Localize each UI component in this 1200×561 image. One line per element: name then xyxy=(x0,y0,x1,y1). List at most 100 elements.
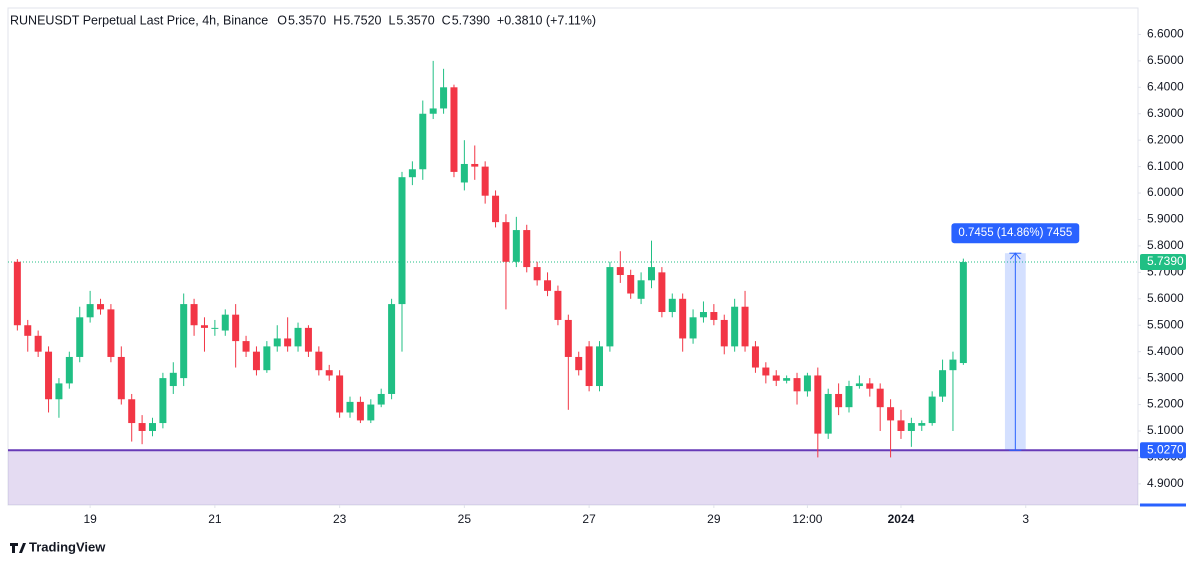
candle-body xyxy=(419,113,427,170)
candle-body xyxy=(939,370,947,397)
candle-body xyxy=(855,383,863,387)
candle-body xyxy=(65,356,73,384)
x-tick-label: 29 xyxy=(707,512,721,526)
field-value: 5.3570 xyxy=(396,13,434,27)
candle-body xyxy=(315,351,323,371)
candle-body xyxy=(97,304,105,310)
candle-body xyxy=(336,375,344,413)
candle-body xyxy=(741,306,749,347)
candle-body xyxy=(242,341,250,352)
candle-body xyxy=(429,108,437,114)
candle-body xyxy=(679,298,687,339)
candle-body xyxy=(460,163,468,183)
candle-body xyxy=(377,393,385,405)
candle-body xyxy=(232,314,240,342)
measure-arrowhead xyxy=(1009,252,1021,260)
candle-body xyxy=(814,375,822,434)
plot-frame xyxy=(7,7,1139,506)
candle-body xyxy=(180,304,188,379)
level-label-box xyxy=(1140,442,1186,459)
candle-body xyxy=(107,309,115,357)
candle-body xyxy=(554,290,562,320)
candle-body xyxy=(606,267,614,347)
candle-body xyxy=(544,280,552,291)
candle-body xyxy=(450,87,458,172)
candle-body xyxy=(398,177,406,305)
field-key: L xyxy=(388,13,395,27)
candle-body xyxy=(835,393,843,408)
candle-body xyxy=(356,401,364,421)
candle-body xyxy=(876,388,884,408)
candle-body xyxy=(762,367,770,376)
candle-body xyxy=(616,267,624,276)
last-price-label: 5.7390 xyxy=(1147,254,1184,268)
field-key: C xyxy=(442,13,451,27)
candle-body xyxy=(731,306,739,347)
candle-body xyxy=(887,407,895,421)
y-tick-label: 5.2000 xyxy=(1147,397,1184,411)
candle-body xyxy=(564,319,572,357)
candle-body xyxy=(24,325,32,336)
candle-body xyxy=(273,338,281,347)
candle-body xyxy=(658,272,666,313)
y-tick-label: 6.4000 xyxy=(1147,79,1184,93)
candle-body xyxy=(824,393,832,434)
candle-body xyxy=(346,401,354,413)
candle-body xyxy=(148,423,156,431)
candle-body xyxy=(918,423,926,426)
candle-body xyxy=(751,346,759,368)
candle-body xyxy=(169,372,177,387)
y-tick-label: 6.0000 xyxy=(1147,185,1184,199)
field-key: O xyxy=(277,13,287,27)
candle-body xyxy=(408,169,416,178)
candle-body xyxy=(471,163,479,167)
candle-body xyxy=(211,327,219,329)
candle-body xyxy=(388,304,396,394)
candle-body xyxy=(34,335,42,352)
measure-label: 0.7455 (14.86%) 7455 xyxy=(958,227,1072,239)
x-tick-label: 25 xyxy=(458,512,472,526)
candle-body xyxy=(637,280,645,299)
y-tick-label: 5.1000 xyxy=(1147,423,1184,437)
x-tick-label: 27 xyxy=(582,512,596,526)
candle-body xyxy=(845,386,853,408)
y-tick-label: 5.5000 xyxy=(1147,317,1184,331)
candle-body xyxy=(866,383,874,389)
y-tick-label: 5.3000 xyxy=(1147,370,1184,384)
candle-body xyxy=(533,267,541,281)
y-tick-label: 5.8000 xyxy=(1147,238,1184,252)
candle-body xyxy=(772,375,780,381)
candle-body xyxy=(627,275,635,294)
candle-body xyxy=(159,378,167,424)
candle-body xyxy=(128,399,136,424)
candle-body xyxy=(575,356,583,371)
candle-body xyxy=(502,222,510,262)
x-tick-label: 23 xyxy=(333,512,347,526)
candle-body xyxy=(304,327,312,352)
candle-body xyxy=(13,261,21,326)
candle-body xyxy=(793,378,801,392)
x-tick-label: 12:00 xyxy=(792,512,822,526)
field-value: 5.7520 xyxy=(343,13,381,27)
y-tick-label: 5.4000 xyxy=(1147,344,1184,358)
change: +0.3810 (+7.11%) xyxy=(497,13,596,27)
x-tick-label: 19 xyxy=(83,512,97,526)
x-tick-label: 2024 xyxy=(888,512,915,526)
candle-body xyxy=(45,351,53,400)
y-tick-label: 6.3000 xyxy=(1147,106,1184,120)
candle-body xyxy=(284,338,292,347)
candle-body xyxy=(689,317,697,339)
last-price-label-box xyxy=(1140,254,1186,271)
y-tick-label: 5.6000 xyxy=(1147,291,1184,305)
y-tick-label: 6.1000 xyxy=(1147,159,1184,173)
y-tick-label: 5.9000 xyxy=(1147,212,1184,226)
candle-body xyxy=(928,396,936,424)
candle-body xyxy=(783,378,791,381)
candle-body xyxy=(86,304,94,318)
candle-body xyxy=(596,346,604,387)
field-value: 5.3570 xyxy=(288,13,326,27)
candle-body xyxy=(325,370,333,376)
candle-body xyxy=(440,87,448,109)
candle-body xyxy=(907,423,915,431)
